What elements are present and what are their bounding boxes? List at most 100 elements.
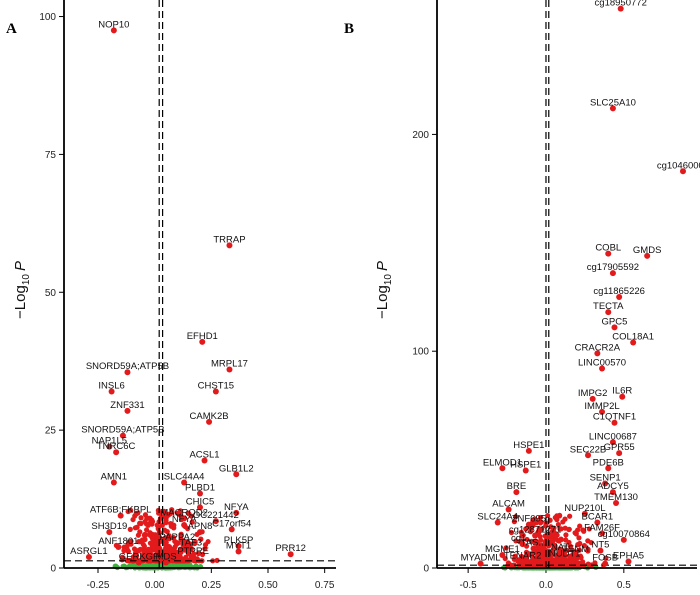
panel-b-point-sig: [552, 514, 558, 521]
panel-a-labeled-point: [135, 559, 142, 566]
panel-a-point-sig: [172, 554, 178, 560]
panel-a-gene-label: PLK5P: [224, 535, 254, 546]
panel-b-point-sig: [588, 539, 594, 546]
panel-b-point-sig: [519, 533, 525, 539]
panel-a-labeled-point: [106, 529, 113, 536]
panel-a-gene-label: CHST15: [198, 381, 234, 392]
panel-b-gene-label: NAT: [551, 542, 569, 553]
panel-b-labeled-point: [572, 551, 579, 558]
panel-b-labeled-point: [602, 480, 609, 487]
panel-b-point-sig: [585, 561, 591, 567]
panel-b-point-sig: [543, 523, 549, 529]
panel-b-point-sig: [512, 553, 518, 559]
panel-a-point-sig: [155, 525, 162, 531]
panel-a-point-sig: [192, 540, 198, 547]
panel-b-labeled-point: [589, 395, 596, 402]
panel-b-point-sig: [541, 555, 547, 561]
panel-b-labeled-point: [494, 519, 501, 526]
panel-b-y-tick-label: 100: [412, 347, 429, 358]
panel-a-point-sig: [119, 554, 126, 560]
panel-a-labeled-point: [115, 544, 122, 551]
panel-b-labeled-point: [599, 408, 606, 415]
panel-b-point-sig: [551, 525, 557, 531]
panel-b-labeled-point: [525, 447, 532, 454]
panel-b-labeled-point: [519, 558, 526, 565]
panel-b-point-sig: [603, 555, 609, 561]
panel-b-gene-label: TENM: [562, 544, 589, 555]
panel-b-gene-label: ALCAM: [492, 498, 525, 509]
panel-b-labeled-point: [611, 419, 618, 426]
panel-b-gene-label: GMDS: [633, 245, 662, 256]
panel-b-point-sig: [545, 512, 551, 519]
panel-b-gene-label: COL18A1: [612, 332, 654, 343]
panel-a-labeled-point: [108, 388, 115, 395]
panel-b-gene-label: SLC24A4: [477, 511, 518, 522]
panel-b-point-sig: [538, 537, 544, 543]
panel-b-gene-label: cg10460003: [657, 160, 700, 171]
panel-a-letter: A: [6, 21, 17, 37]
panel-b-point-sig: [570, 559, 576, 565]
panel-a-point-sig: [133, 511, 139, 517]
panel-a-labeled-point: [181, 479, 188, 486]
panel-b-gene-label: LINC00687: [589, 431, 637, 442]
panel-b-point-sig: [585, 548, 591, 554]
panel-b-y-title: −Log10P: [374, 261, 394, 319]
panel-a-gene-label: TAF3: [180, 538, 203, 549]
panel-b-gene-label: MGME1: [485, 544, 520, 555]
panel-a-point-sig: [162, 527, 168, 533]
panel-b-labeled-point: [605, 309, 612, 316]
panel-b-gene-label: ADCY5: [597, 481, 629, 492]
panel-a-y-tick-label: 75: [45, 150, 57, 161]
panel-a-point-sig: [144, 527, 150, 533]
panel-a-point-sig: [149, 544, 155, 550]
panel-b-gene-label: cg18950772: [595, 0, 647, 9]
panel-b-labeled-point: [605, 465, 612, 472]
panel-b-labeled-point: [599, 530, 606, 537]
panel-a-labeled-point: [124, 407, 131, 414]
panel-a-gene-label: NFYA: [172, 514, 197, 525]
panel-a-gene-label: ACSL1: [189, 449, 219, 460]
panel-a-labeled-point: [228, 526, 235, 533]
panel-a-gene-label: MACROD2: [160, 507, 208, 518]
panel-a-labeled-point: [85, 553, 92, 560]
panel-b-labeled-point: [532, 532, 539, 539]
panel-b-gene-label: cg12871271: [509, 524, 561, 535]
panel-b-point-sig: [567, 513, 573, 519]
panel-b-labeled-point: [609, 270, 616, 277]
panel-b-point-sig: [564, 562, 570, 568]
panel-a-labeled-point: [197, 529, 203, 536]
panel-b-point-sig: [563, 532, 569, 538]
panel-a-point-sig: [166, 543, 172, 550]
panel-b-labeled-point: [609, 489, 616, 496]
panel-b-gene-label: TENAR2: [504, 550, 541, 561]
panel-b-point-sig: [537, 514, 544, 521]
panel-b-gene-label: FOSB: [592, 553, 618, 564]
panel-a-gene-label: APN8: [188, 521, 213, 532]
panel-a-gene-label: NFYA: [224, 502, 249, 513]
panel-b-letter: B: [344, 21, 354, 37]
panel-b-point-sig: [550, 549, 556, 555]
panel-a-point-sig: [136, 539, 142, 545]
panel-b-labeled-point: [602, 560, 609, 567]
panel-a-y-tick-label: 100: [39, 12, 56, 23]
panel-a-gene-label: SNORD59A;ATP5B: [86, 361, 169, 372]
panel-a-point-sig: [198, 536, 204, 542]
panel-a-gene-label: SNORD59A;ATP5B: [81, 425, 164, 436]
panel-a-labeled-point: [197, 490, 203, 497]
panel-b-labeled-point: [611, 324, 618, 331]
panel-a-labeled-point: [287, 551, 294, 558]
panel-a-labeled-point: [181, 521, 188, 528]
panel-a-labeled-point: [212, 518, 219, 525]
panel-b-labeled-point: [513, 489, 520, 496]
panel-a-point-sig: [177, 508, 184, 514]
panel-a-point-sig: [170, 546, 176, 552]
panel-b-point-sig: [558, 526, 564, 532]
panel-b-point-sig: [586, 526, 592, 532]
panel-a-gene-label: AMN1: [101, 472, 127, 483]
panel-a-labeled-point: [226, 366, 233, 373]
panel-a-point-sig: [163, 513, 169, 519]
panel-a-x-tick-label: 0.50: [258, 580, 278, 591]
panel-b-labeled-point: [597, 547, 604, 554]
panel-b-x-tick-label: -0.5: [460, 580, 478, 591]
panel-a-labeled-point: [106, 443, 113, 450]
